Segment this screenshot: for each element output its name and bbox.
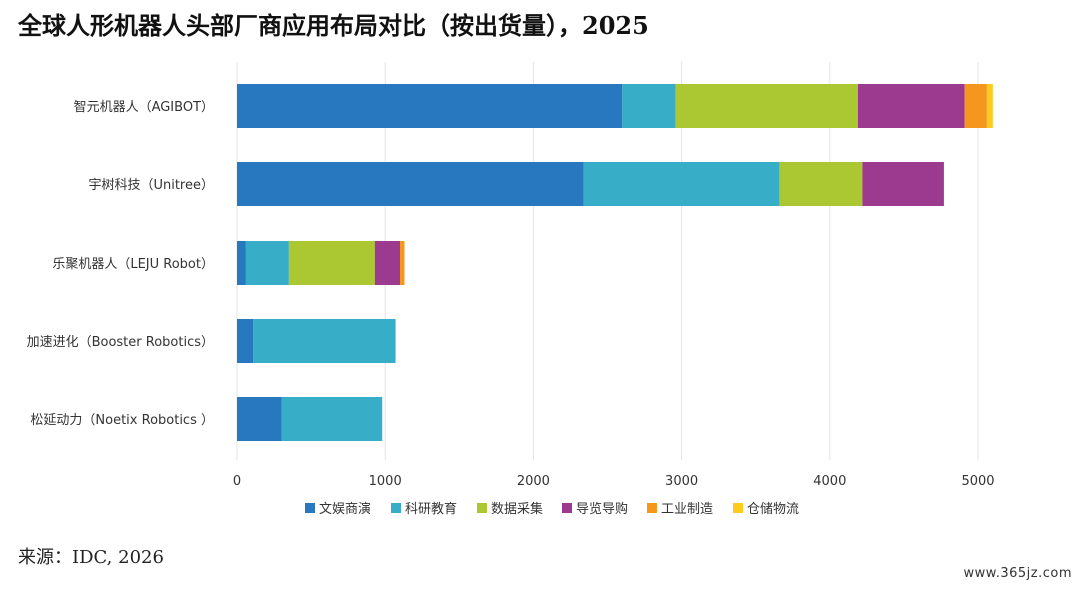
legend-swatch <box>733 503 743 513</box>
bar-segment <box>622 84 676 128</box>
source-note: 来源：IDC, 2026 <box>18 547 164 568</box>
watermark: www.365jz.com <box>963 566 1072 581</box>
legend-swatch <box>391 503 401 513</box>
bar-segment <box>237 241 246 285</box>
category-label: 智元机器人（AGIBOT） <box>74 100 214 115</box>
legend: 文娱商演 科研教育 数据采集 导览导购 工业制造 仓储物流 <box>305 501 799 517</box>
legend-label: 仓储物流 <box>747 502 799 517</box>
category-label: 加速进化（Booster Robotics） <box>27 335 214 350</box>
legend-label: 数据采集 <box>491 501 543 517</box>
x-tick-label: 2000 <box>517 474 550 489</box>
bar-segment <box>245 241 289 285</box>
legend-swatch <box>477 503 487 513</box>
category-label: 宇树科技（Unitree） <box>88 178 214 193</box>
x-tick-label: 5000 <box>961 474 994 489</box>
bars <box>237 84 993 441</box>
x-tick-label: 1000 <box>369 474 402 489</box>
legend-label: 导览导购 <box>576 501 628 517</box>
legend-label: 工业制造 <box>661 502 713 517</box>
legend-label: 文娱商演 <box>319 501 371 517</box>
x-tick-label: 0 <box>233 474 241 489</box>
bar-segment <box>281 397 383 441</box>
bar-segment <box>288 241 375 285</box>
chart-title: 全球人形机器人头部厂商应用布局对比（按出货量），2025 <box>18 11 649 40</box>
stacked-bar-chart: 智元机器人（AGIBOT） 宇树科技（Unitree） 乐聚机器人（LEJU Rob… <box>27 62 995 517</box>
bar-segment <box>237 397 282 441</box>
category-labels: 智元机器人（AGIBOT） 宇树科技（Unitree） 乐聚机器人（LEJU Rob… <box>27 100 214 428</box>
bar-segment <box>237 319 254 363</box>
bar-segment <box>862 162 944 206</box>
bar-segment <box>675 84 858 128</box>
bar-segment <box>964 84 987 128</box>
bar-segment <box>857 84 965 128</box>
legend-swatch <box>305 503 315 513</box>
category-label: 乐聚机器人（LEJU Robot） <box>52 257 214 272</box>
x-axis-ticks: 0 1000 2000 3000 4000 5000 <box>233 474 995 489</box>
legend-label: 科研教育 <box>405 501 457 517</box>
bar-segment <box>400 241 405 285</box>
bar-segment <box>253 319 396 363</box>
legend-swatch <box>562 503 572 513</box>
x-tick-label: 3000 <box>665 474 698 489</box>
bar-segment <box>986 84 993 128</box>
bar-segment <box>583 162 780 206</box>
category-label: 松延动力（Noetix Robotics ） <box>30 413 214 428</box>
bar-segment <box>237 162 584 206</box>
bar-segment <box>237 84 623 128</box>
bar-segment <box>374 241 401 285</box>
x-tick-label: 4000 <box>813 474 846 489</box>
bar-segment <box>779 162 863 206</box>
legend-swatch <box>647 503 657 513</box>
